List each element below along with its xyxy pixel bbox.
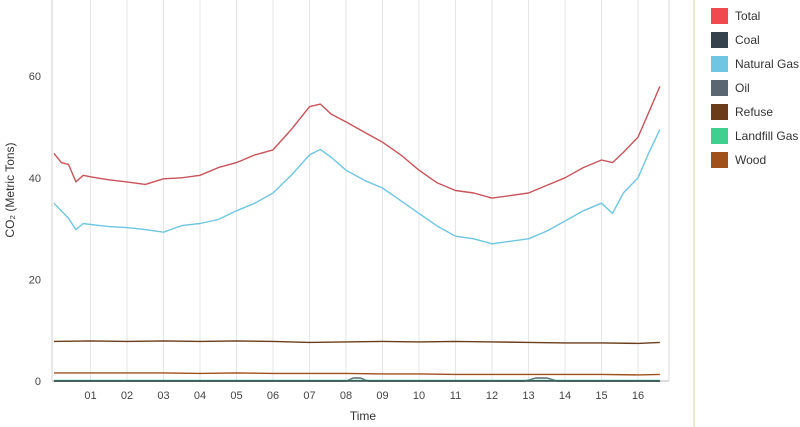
legend-swatch-wood	[711, 152, 728, 168]
x-tick-label: 06	[267, 390, 279, 402]
y-tick-label: 20	[29, 274, 41, 286]
legend-label-coal: Coal	[735, 33, 760, 47]
x-tick-label: 13	[522, 390, 534, 402]
legend-label-wood: Wood	[735, 153, 766, 167]
x-tick-label: 09	[376, 390, 388, 402]
grid-layer	[90, 0, 639, 381]
legend-label-refuse: Refuse	[735, 105, 773, 119]
x-tick-label: 05	[230, 390, 242, 402]
x-tick-label: 16	[632, 390, 644, 402]
x-tick-label: 11	[450, 390, 461, 402]
legend: Total Coal Natural Gas Oil Refuse Landfill Ga…	[693, 0, 799, 427]
x-tick-label: 12	[486, 390, 498, 402]
x-tick-label: 10	[413, 390, 425, 402]
y-tick-label: 0	[35, 376, 41, 388]
x-tick-label: 02	[121, 390, 133, 402]
legend-swatch-coal	[711, 32, 728, 48]
legend-swatch-landfill-gas	[711, 128, 728, 144]
y-axis-title: CO₂ (Metric Tons)	[3, 142, 17, 237]
x-tick-label: 08	[340, 390, 352, 402]
series-line-wood	[54, 372, 660, 376]
legend-swatch-total	[711, 8, 728, 24]
x-axis-title: Time	[350, 409, 377, 423]
legend-label-oil: Oil	[735, 81, 750, 95]
x-tick-label: 07	[303, 390, 315, 402]
x-tick-label: 15	[595, 390, 607, 402]
legend-swatch-refuse	[711, 104, 728, 120]
y-tick-label: 40	[29, 173, 41, 185]
series-layer	[53, 86, 661, 382]
legend-label-total: Total	[735, 9, 760, 23]
legend-label-landfill-gas: Landfill Gas	[735, 129, 798, 143]
series-line-natural-gas	[53, 129, 661, 245]
y-tick-label: 60	[29, 71, 41, 83]
legend-swatch-natural-gas	[711, 56, 728, 72]
series-line-refuse	[53, 340, 660, 345]
legend-label-natural-gas: Natural Gas	[735, 57, 799, 71]
series-line-total	[53, 86, 661, 199]
x-tick-label: 14	[559, 390, 571, 402]
x-tick-label: 04	[194, 390, 206, 402]
x-tick-label: 01	[84, 390, 96, 402]
x-tick-label: 03	[157, 390, 169, 402]
legend-swatch-oil	[711, 80, 728, 96]
